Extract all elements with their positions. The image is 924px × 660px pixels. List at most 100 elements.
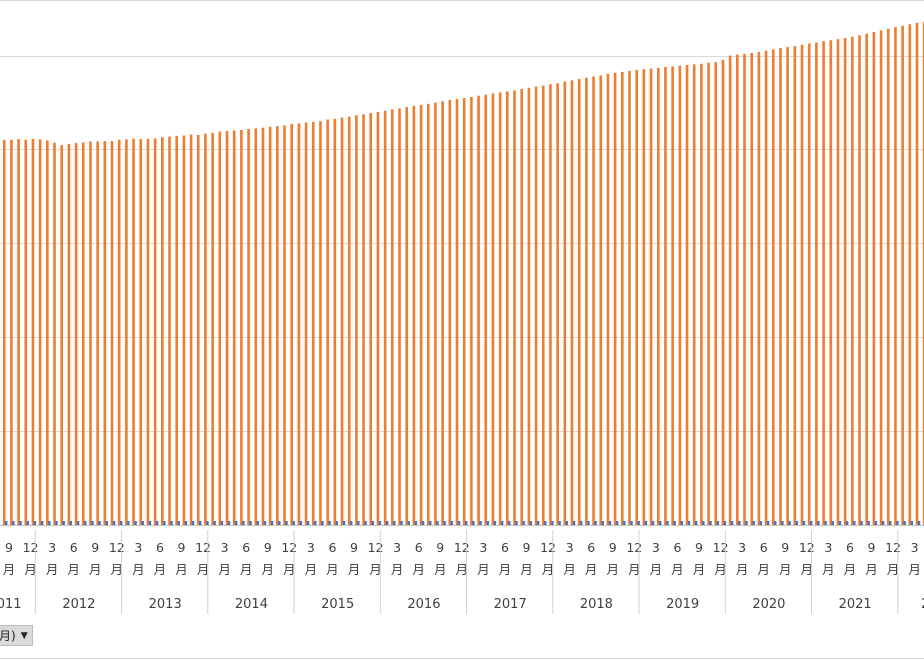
bar-secondary	[220, 521, 224, 525]
bar	[793, 46, 797, 525]
month-suffix-label: 月	[369, 562, 382, 577]
bar	[46, 140, 49, 526]
bar-secondary	[393, 521, 396, 525]
bar	[656, 67, 660, 525]
bar-secondary	[508, 521, 511, 525]
bar-secondary	[69, 521, 73, 525]
bar	[391, 109, 394, 526]
bar-secondary	[436, 521, 439, 525]
bar-secondary	[314, 521, 317, 525]
bar	[664, 66, 667, 526]
bar-secondary	[644, 521, 648, 525]
bar	[671, 66, 674, 525]
bar	[692, 64, 696, 525]
bar-secondary	[615, 521, 619, 525]
month-tick-label: 9	[695, 540, 703, 555]
bars	[2, 21, 924, 526]
month-suffix-label: 月	[111, 562, 124, 577]
bar	[771, 49, 775, 525]
bar-secondary	[285, 521, 288, 525]
bar	[168, 136, 171, 525]
bar-secondary	[795, 521, 799, 525]
bar	[434, 102, 437, 526]
bar-secondary	[889, 521, 892, 525]
gridlines	[0, 0, 924, 432]
bar-secondary	[759, 521, 763, 525]
month-tick-label: 12	[799, 540, 815, 555]
bar-secondary	[881, 521, 885, 525]
month-tick-label: 3	[911, 540, 919, 555]
bar-secondary	[321, 521, 324, 525]
bar-secondary	[766, 521, 770, 525]
year-label: 2021	[839, 597, 872, 612]
bar	[283, 125, 286, 526]
bar	[412, 105, 416, 525]
bar	[886, 28, 890, 525]
month-tick-label: 6	[156, 540, 164, 555]
month-tick-label: 9	[178, 540, 186, 555]
month-suffix-label: 月	[693, 562, 706, 577]
field-filter-label: 月)	[0, 629, 16, 643]
bar-secondary	[170, 521, 173, 525]
bar	[556, 83, 559, 525]
bar-secondary	[33, 521, 37, 525]
bar	[685, 65, 689, 525]
bar-secondary	[716, 521, 719, 525]
month-tick-label: 12	[885, 540, 901, 555]
bar	[189, 134, 193, 526]
month-suffix-label: 月	[801, 562, 814, 577]
month-tick-label: 9	[350, 540, 358, 555]
bar	[2, 140, 6, 525]
month-suffix-label: 月	[477, 562, 490, 577]
bar-secondary	[630, 521, 633, 525]
bar	[642, 69, 646, 525]
bar	[815, 42, 818, 525]
bar-secondary	[76, 521, 80, 525]
field-filter-button[interactable]: 月) ▼	[0, 625, 33, 646]
bar-secondary	[558, 521, 561, 525]
month-tick-label: 6	[70, 540, 78, 555]
bar	[268, 126, 272, 526]
bar-secondary	[810, 521, 813, 525]
bar-secondary	[400, 521, 403, 525]
bar-secondary	[680, 521, 684, 525]
bar	[218, 131, 222, 525]
bar-secondary	[608, 521, 612, 525]
month-tick-label: 3	[738, 540, 746, 555]
bar	[635, 69, 638, 526]
bar	[426, 103, 430, 525]
bar-secondary	[515, 521, 518, 525]
month-suffix-label: 月	[283, 562, 296, 577]
bar	[901, 25, 904, 526]
month-tick-label: 3	[824, 540, 832, 555]
month-tick-label: 3	[393, 540, 401, 555]
bar-secondary	[55, 521, 58, 525]
bar-secondary	[141, 521, 144, 525]
bar-secondary	[824, 521, 827, 525]
month-tick-label: 3	[652, 540, 660, 555]
bar	[714, 62, 718, 526]
bar	[196, 134, 200, 525]
bar-secondary	[831, 521, 834, 525]
month-suffix-label: 月	[499, 562, 512, 577]
year-label: 2018	[580, 597, 613, 612]
bar	[276, 126, 279, 526]
bar	[347, 116, 351, 525]
bar	[362, 114, 365, 526]
month-suffix-label: 月	[434, 562, 447, 577]
bar	[455, 98, 459, 526]
bar	[894, 27, 897, 525]
bar-secondary	[450, 521, 454, 525]
bar	[549, 84, 552, 525]
bar	[541, 85, 545, 525]
bar-secondary	[342, 521, 346, 525]
bar-secondary	[98, 521, 101, 525]
bar	[67, 144, 71, 525]
bar-secondary	[802, 521, 806, 525]
bar-secondary	[695, 521, 698, 525]
month-suffix-label: 月	[671, 562, 684, 577]
year-label: 2019	[666, 597, 699, 612]
month-tick-label: 6	[760, 540, 768, 555]
bar-secondary	[838, 521, 842, 525]
